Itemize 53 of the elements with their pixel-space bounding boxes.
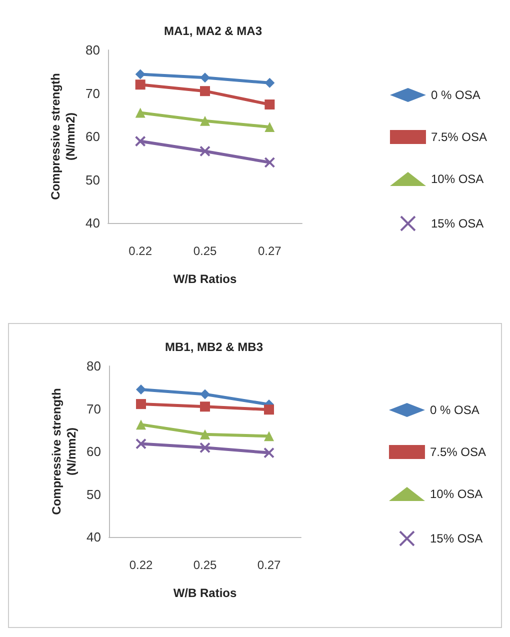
y-tick-label: 50: [86, 172, 100, 188]
x-tick-label: 0.22: [129, 558, 153, 572]
y-axis-title: Compressive strength (N/mm2): [50, 388, 78, 515]
point: [264, 99, 275, 110]
point: [136, 420, 146, 430]
point: [135, 69, 146, 80]
y-tick-label: 70: [86, 401, 101, 416]
legend-label: 0 % OSA: [430, 403, 480, 417]
point: [264, 431, 274, 442]
chart-title: MA1, MA2 & MA3: [164, 24, 262, 38]
point: [136, 438, 146, 450]
legend-label: 7.5% OSA: [430, 130, 488, 144]
legend-label: 10% OSA: [430, 487, 483, 501]
x-tick-label: 0.25: [193, 558, 217, 572]
x-axis-title: W/B Ratios: [173, 272, 237, 286]
legend-label: 10% OSA: [430, 172, 484, 186]
point: [200, 116, 210, 126]
legend-label: 15% OSA: [430, 532, 483, 546]
point: [135, 80, 146, 90]
x-axis-title: W/B Ratios: [173, 586, 237, 600]
point: [200, 72, 210, 83]
y-tick-label: 50: [86, 486, 101, 502]
y-tick-label: 40: [86, 216, 100, 230]
legend-label: 7.5% OSA: [430, 445, 486, 459]
y-tick-label: 70: [86, 86, 100, 101]
point: [264, 447, 274, 458]
x-tick-label: 0.22: [128, 244, 152, 258]
x-tick-label: 0.25: [193, 244, 217, 258]
point: [200, 402, 210, 412]
point: [134, 136, 146, 147]
point: [200, 389, 210, 400]
y-tick-label: 80: [86, 358, 101, 374]
y-axis-title: Compressive strength (N/mm2): [48, 73, 78, 200]
point: [264, 404, 274, 415]
point: [200, 146, 210, 157]
x-tick-label: 0.27: [257, 558, 281, 572]
y-tick-label: 80: [86, 42, 100, 58]
y-tick-label: 40: [86, 530, 101, 544]
point: [136, 384, 146, 395]
point: [136, 399, 146, 410]
legend-label: 0 % OSA: [430, 88, 480, 102]
point: [200, 86, 210, 96]
point: [135, 108, 146, 118]
point: [200, 429, 210, 440]
legend-label: 15% OSA: [430, 216, 484, 230]
y-tick-label: 60: [86, 444, 101, 459]
point: [264, 156, 276, 168]
point: [200, 442, 210, 454]
chart-title: MB1, MB2 & MB3: [164, 340, 264, 354]
point: [264, 78, 275, 88]
point: [264, 122, 275, 132]
y-tick-label: 60: [86, 129, 100, 144]
x-tick-label: 0.27: [258, 244, 282, 258]
